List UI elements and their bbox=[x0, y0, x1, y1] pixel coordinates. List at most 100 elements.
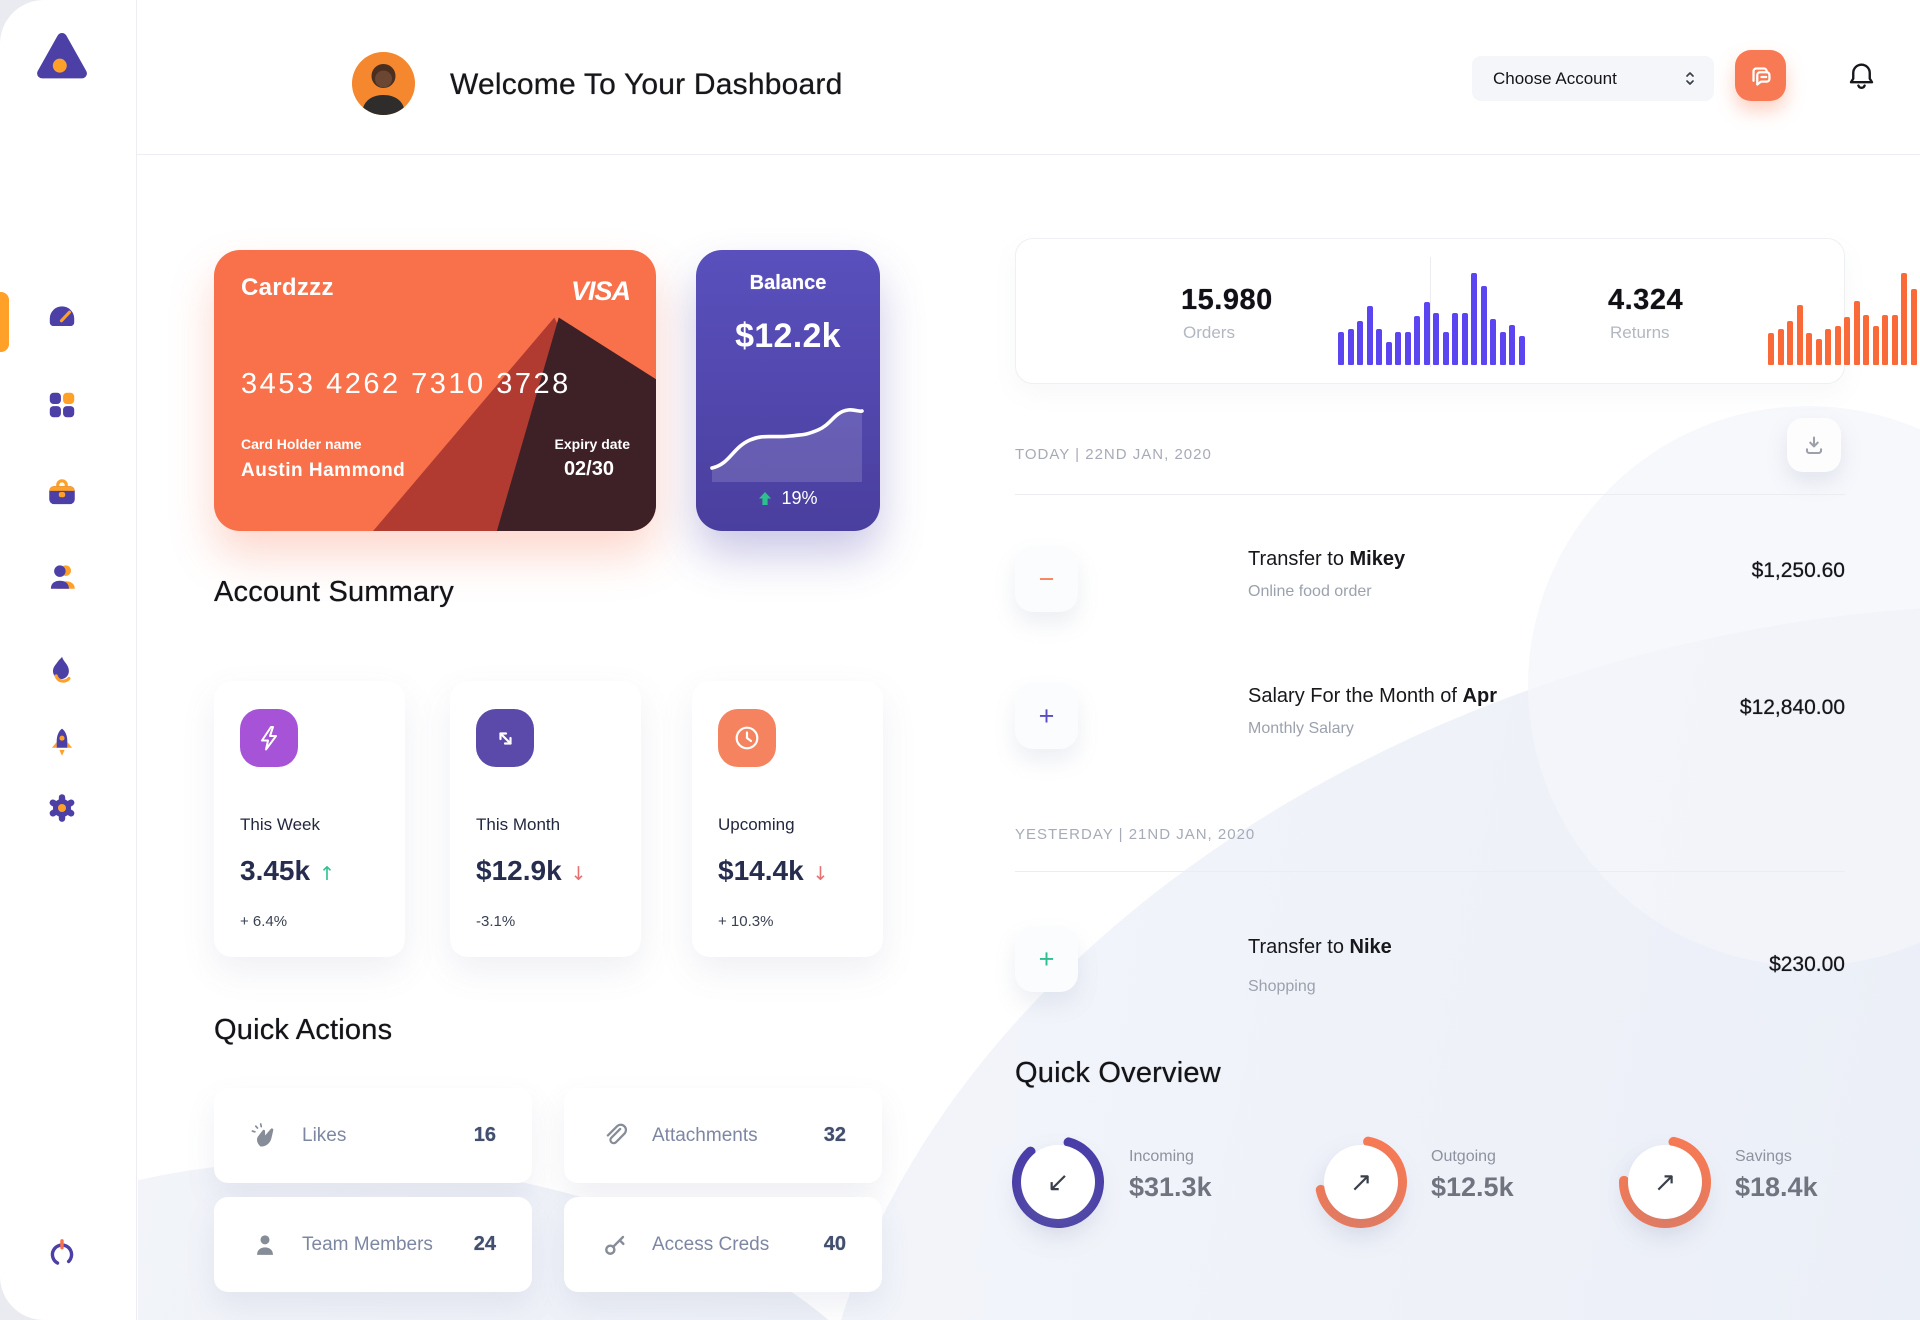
quick-action-count: 16 bbox=[473, 1124, 496, 1146]
transaction-title-bold: Mikey bbox=[1349, 548, 1406, 570]
summary-delta: + 10.3% bbox=[718, 913, 774, 930]
sidebar-item-users[interactable] bbox=[45, 560, 79, 594]
arrow-down-left-icon: ↙ bbox=[1046, 1166, 1070, 1198]
savings-ring: ↗ bbox=[1619, 1136, 1711, 1228]
quick-action-likes[interactable]: Likes 16 bbox=[214, 1088, 532, 1183]
main-content: Cardzzz VISA 3453 4262 7310 3728 Card Ho… bbox=[138, 156, 1920, 1320]
bell-icon bbox=[1849, 63, 1874, 89]
plus-icon: + bbox=[1015, 683, 1078, 749]
summary-value: $14.4k bbox=[718, 855, 804, 886]
briefcase-icon bbox=[49, 479, 75, 505]
clap-icon bbox=[251, 1122, 274, 1146]
account-summary-title: Account Summary bbox=[214, 576, 454, 608]
quick-action-label: Access Creds bbox=[652, 1233, 770, 1255]
chat-icon bbox=[1751, 66, 1771, 86]
app-logo[interactable] bbox=[33, 28, 91, 90]
page-title: Welcome To Your Dashboard bbox=[450, 68, 843, 101]
rocket-icon bbox=[51, 728, 73, 756]
transaction-row-mikey[interactable]: − Transfer to Mikey Online food order $1… bbox=[1015, 546, 1845, 614]
trend-down-icon: ↓ bbox=[570, 863, 587, 885]
summary-label: This Week bbox=[240, 815, 320, 834]
transaction-subtitle: Monthly Salary bbox=[1248, 720, 1354, 737]
choose-account-dropdown[interactable]: Choose Account bbox=[1472, 56, 1714, 101]
transaction-subtitle: Shopping bbox=[1248, 978, 1316, 995]
sidebar-item-projects[interactable] bbox=[45, 476, 79, 510]
grid-icon bbox=[49, 392, 75, 418]
arrow-up-right-icon: ↗ bbox=[1653, 1166, 1677, 1198]
sidebar-item-apps[interactable] bbox=[45, 388, 79, 422]
summary-card-this-month: This Month $12.9k ↓ -3.1% bbox=[450, 681, 641, 957]
sidebar-item-settings[interactable] bbox=[45, 791, 79, 825]
download-icon bbox=[1805, 436, 1823, 454]
choose-account-label: Choose Account bbox=[1493, 68, 1617, 88]
quick-action-team-members[interactable]: Team Members 24 bbox=[214, 1197, 532, 1292]
orders-value: 15.980 bbox=[1181, 284, 1273, 316]
sidebar-item-trending[interactable] bbox=[45, 653, 79, 687]
card-holder-label: Card Holder name bbox=[241, 436, 362, 452]
transaction-subtitle: Online food order bbox=[1248, 583, 1372, 600]
balance-change: 19% bbox=[696, 488, 880, 509]
logout-button[interactable] bbox=[45, 1236, 79, 1270]
speedometer-icon bbox=[49, 306, 75, 327]
divider bbox=[1430, 257, 1431, 367]
plus-icon: + bbox=[1015, 926, 1078, 992]
bolt-icon bbox=[240, 709, 298, 767]
card-number: 3453 4262 7310 3728 bbox=[241, 368, 571, 400]
transaction-amount: $12,840.00 bbox=[1739, 696, 1845, 719]
returns-label: Returns bbox=[1610, 323, 1670, 342]
quick-actions-title: Quick Actions bbox=[214, 1014, 393, 1046]
messages-button[interactable] bbox=[1735, 50, 1786, 101]
sidebar-item-dashboard[interactable] bbox=[45, 300, 79, 334]
today-date-label: TODAY | 22ND JAN, 2020 bbox=[1015, 446, 1212, 463]
quick-overview-title: Quick Overview bbox=[1015, 1057, 1221, 1089]
balance-change-value: 19% bbox=[781, 488, 818, 508]
overview-value: $31.3k bbox=[1129, 1172, 1212, 1202]
transaction-title: Salary For the Month of bbox=[1248, 685, 1463, 707]
quick-action-label: Team Members bbox=[302, 1233, 433, 1255]
user-avatar[interactable] bbox=[352, 52, 415, 115]
summary-value: 3.45k bbox=[240, 855, 311, 886]
visa-logo: VISA bbox=[570, 276, 631, 306]
power-icon bbox=[50, 1239, 74, 1266]
overview-label: Incoming bbox=[1129, 1148, 1194, 1165]
download-button[interactable] bbox=[1787, 418, 1841, 472]
orders-returns-card: 15.980 Orders 4.324 Returns bbox=[1015, 238, 1917, 384]
summary-card-this-week: This Week 3.45k ↑ + 6.4% bbox=[214, 681, 405, 957]
transaction-title: Transfer to bbox=[1248, 548, 1350, 570]
quick-action-attachments[interactable]: Attachments 32 bbox=[564, 1088, 882, 1183]
transaction-row-nike[interactable]: + Transfer to Nike Shopping $230.00 bbox=[1015, 926, 1845, 995]
sidebar-item-launch[interactable] bbox=[45, 726, 79, 760]
divider bbox=[1015, 871, 1845, 872]
active-nav-indicator bbox=[0, 292, 9, 352]
transaction-title-bold: Nike bbox=[1349, 936, 1392, 958]
balance-sparkline bbox=[710, 407, 864, 482]
divider bbox=[1015, 494, 1845, 495]
quick-action-count: 32 bbox=[823, 1124, 846, 1146]
transaction-row-salary[interactable]: + Salary For the Month of Apr Monthly Sa… bbox=[1015, 683, 1845, 751]
paperclip-icon bbox=[606, 1123, 628, 1144]
yesterday-date-label: YESTERDAY | 21ND JAN, 2020 bbox=[1015, 826, 1256, 843]
summary-card-upcoming: Upcoming $14.4k ↓ + 10.3% bbox=[692, 681, 883, 957]
member-icon bbox=[257, 1234, 273, 1255]
trend-up-icon: ↑ bbox=[319, 863, 335, 885]
summary-label: This Month bbox=[476, 815, 561, 834]
orders-label: Orders bbox=[1183, 323, 1235, 342]
overview-value: $18.4k bbox=[1735, 1172, 1818, 1202]
quick-action-label: Attachments bbox=[652, 1124, 758, 1146]
balance-value: $12.2k bbox=[735, 317, 841, 355]
returns-bar-chart bbox=[1768, 273, 1920, 365]
up-arrow-icon bbox=[759, 492, 772, 505]
quick-action-count: 24 bbox=[473, 1233, 496, 1255]
avatar-photo bbox=[352, 52, 415, 115]
summary-delta: -3.1% bbox=[476, 913, 516, 930]
arrow-up-right-icon: ↗ bbox=[1349, 1166, 1373, 1198]
quick-action-label: Likes bbox=[302, 1124, 347, 1146]
gear-icon bbox=[49, 794, 75, 822]
notifications-button[interactable] bbox=[1845, 59, 1878, 92]
quick-action-access-creds[interactable]: Access Creds 40 bbox=[564, 1197, 882, 1292]
transaction-amount: $1,250.60 bbox=[1751, 559, 1845, 582]
overview-value: $12.5k bbox=[1431, 1172, 1514, 1202]
outgoing-ring: ↗ bbox=[1315, 1136, 1407, 1228]
transaction-title: Transfer to bbox=[1248, 936, 1350, 958]
clock-icon bbox=[718, 709, 776, 767]
